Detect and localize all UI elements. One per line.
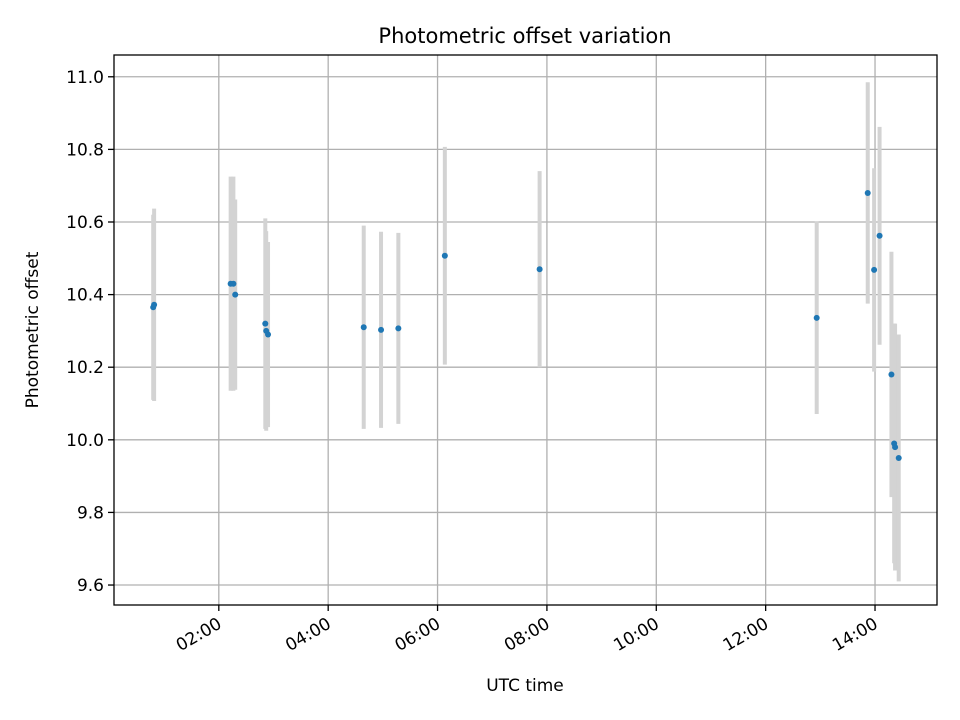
x-tick-label: 12:00 bbox=[720, 614, 772, 656]
data-point bbox=[871, 266, 878, 273]
y-tick-label: 10.8 bbox=[66, 140, 104, 160]
y-tick-label: 10.0 bbox=[66, 431, 104, 451]
plot-frame bbox=[113, 54, 938, 606]
data-points bbox=[150, 189, 902, 461]
data-point bbox=[378, 326, 385, 333]
y-axis-label: Photometric offset bbox=[23, 251, 43, 408]
data-point bbox=[232, 291, 239, 298]
x-tick-label: 14:00 bbox=[829, 614, 881, 656]
y-tick-label: 10.4 bbox=[66, 286, 104, 306]
data-point bbox=[441, 252, 448, 259]
data-point bbox=[230, 280, 237, 287]
grid bbox=[114, 55, 937, 605]
y-tick-label: 11.0 bbox=[66, 68, 104, 88]
x-tick-label: 06:00 bbox=[392, 614, 444, 656]
data-point bbox=[265, 331, 272, 338]
x-axis-label: UTC time bbox=[486, 676, 564, 696]
data-point bbox=[864, 189, 871, 196]
data-point bbox=[813, 314, 820, 321]
chart-title: Photometric offset variation bbox=[378, 24, 671, 48]
x-tick-label: 08:00 bbox=[501, 614, 553, 656]
data-point bbox=[895, 454, 902, 461]
y-tick-label: 10.6 bbox=[66, 213, 104, 233]
data-point bbox=[360, 324, 367, 331]
x-tick-label: 10:00 bbox=[610, 614, 662, 656]
x-axis-ticks: 02:00 04:00 06:00 08:00 10:00 12:00 14:00 bbox=[173, 605, 882, 656]
data-point bbox=[536, 266, 543, 273]
x-tick-label: 02:00 bbox=[173, 614, 225, 656]
x-tick-label: 04:00 bbox=[282, 614, 334, 656]
data-point bbox=[892, 444, 899, 451]
data-point bbox=[262, 320, 269, 327]
data-point bbox=[876, 232, 883, 239]
data-point bbox=[888, 371, 895, 378]
y-tick-label: 9.8 bbox=[77, 503, 104, 523]
data-point bbox=[395, 325, 402, 332]
y-tick-label: 10.2 bbox=[66, 358, 104, 378]
data-point bbox=[151, 301, 158, 308]
y-tick-label: 9.6 bbox=[77, 576, 104, 596]
y-axis-ticks: 9.6 9.8 10.0 10.2 10.4 10.6 10.8 11.0 bbox=[66, 68, 114, 596]
